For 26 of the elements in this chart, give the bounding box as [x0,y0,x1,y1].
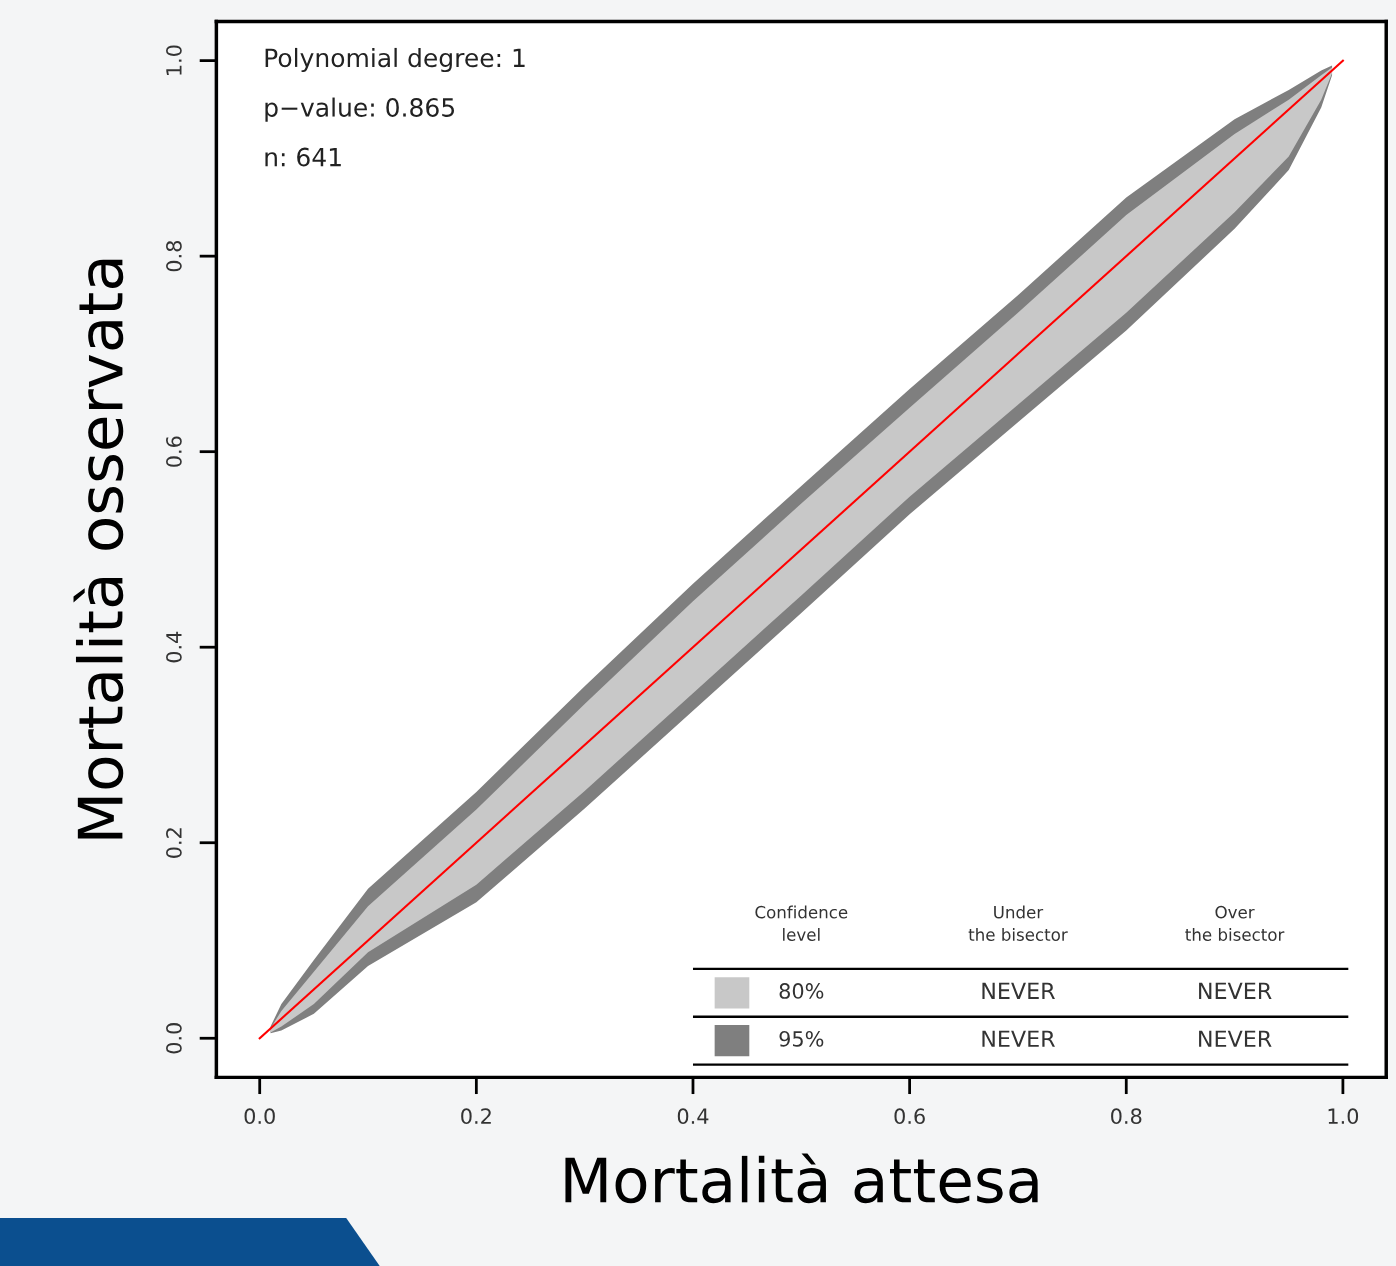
annotation: NEVER [982,982,1055,999]
y-tick-label: 0.8 [166,241,182,272]
annotation: NEVER [1199,1030,1272,1047]
legend-title: Confidence level [755,905,848,941]
x-tick-label: 0.2 [461,1108,491,1125]
x-tick-label: 0.4 [677,1108,709,1125]
y-axis-title: Mortalità osservata [73,259,124,839]
annotation: Under the bisector [968,905,1068,941]
legend-label: 80% [779,983,824,999]
y-tick-label: 0.4 [166,631,182,663]
x-tick-label: 0.0 [244,1108,275,1125]
y-tick-label: 0.6 [166,436,182,467]
annotation: NEVER [1199,982,1272,999]
y-tick-label: 0.2 [166,828,182,858]
annotation: Over the bisector [1185,905,1285,941]
annotation: NEVER [982,1030,1055,1047]
annotation: p−value: 0.865 [265,97,455,122]
x-tick-label: 1.0 [1328,1108,1359,1125]
annotation: Polynomial degree: 1 [265,47,525,73]
legend-label: 95% [779,1030,824,1047]
y-tick-label: 0.0 [166,1023,182,1054]
annotation: n: 641 [265,147,341,167]
y-tick-label: 1.0 [166,45,182,75]
x-tick-label: 0.8 [1111,1108,1142,1125]
x-axis-title: Mortalità attesa [565,1153,1038,1204]
x-tick-label: 0.6 [894,1108,925,1125]
